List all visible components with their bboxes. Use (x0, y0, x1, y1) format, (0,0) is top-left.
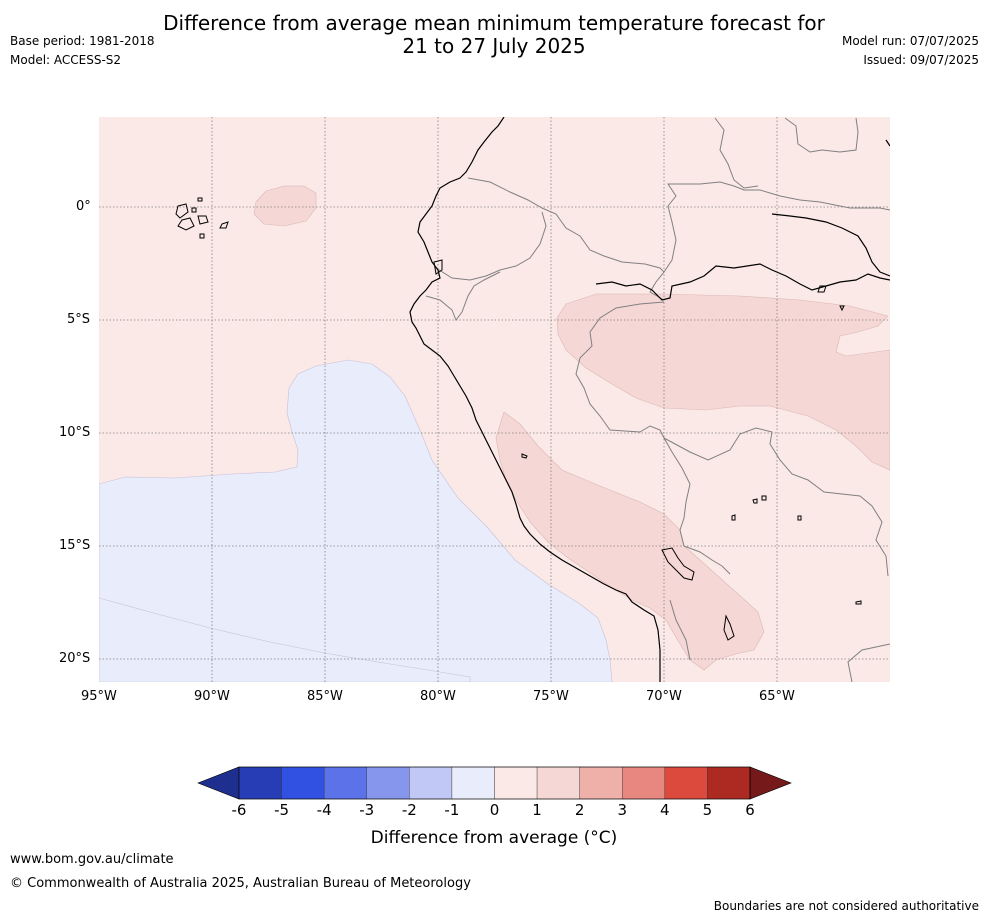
anomaly-1-to-2-patch-andes (495, 411, 765, 671)
title-line-2: 21 to 27 July 2025 (402, 34, 586, 58)
colorbar-tick-label: 6 (745, 801, 755, 819)
lon-label-70w: 70°W (646, 689, 682, 704)
colorbar-frame (238, 766, 751, 800)
meta-left: Base period: 1981-2018 Model: ACCESS-S2 (10, 32, 155, 70)
colorbar-tick-label: 2 (574, 801, 585, 819)
meta-right: Model run: 07/07/2025 Issued: 09/07/2025 (842, 32, 979, 70)
lat-label-0: 0° (76, 199, 91, 214)
colorbar-cell (409, 766, 453, 800)
footer-url: www.bom.gov.au/climate (10, 852, 174, 867)
map-title: Difference from average mean minimum tem… (0, 12, 988, 58)
colorbar-tick-label: 3 (617, 801, 628, 819)
model-run-text: Model run: 07/07/2025 (841, 34, 979, 48)
colorbar (197, 766, 792, 800)
lon-label-75w: 75°W (533, 689, 569, 704)
colorbar-cell (664, 766, 708, 800)
colorbar-cell (451, 766, 495, 800)
colorbar-tick-label: 1 (532, 801, 542, 819)
lat-label-5s: 5°S (67, 312, 91, 327)
colorbar-title: Difference from average (°C) (370, 828, 618, 848)
colorbar-tick-label: -6 (231, 801, 247, 819)
issued-text: Issued: 09/07/2025 (863, 53, 979, 67)
colorbar-tick-label: 4 (660, 801, 670, 819)
lon-label-95w: 95°W (81, 689, 117, 704)
colorbar-cell (579, 766, 623, 800)
country-borders (425, 117, 890, 682)
colorbar-cell (707, 766, 751, 800)
footer-copyright: © Commonwealth of Australia 2025, Austra… (10, 876, 471, 891)
gridlines (99, 117, 890, 682)
colorbar-cells (238, 766, 751, 800)
colorbar-extend-low (197, 766, 240, 800)
anomaly-minus1-to-0-region (99, 359, 613, 682)
lat-label-10s: 10°S (59, 425, 91, 440)
colorbar-tick-label: -2 (401, 801, 417, 819)
lat-label-20s: 20°S (59, 651, 91, 666)
coastlines (409, 117, 890, 682)
colorbar-extend-high (749, 766, 792, 800)
colorbar-tick-label: -3 (359, 801, 375, 819)
colorbar-cell (366, 766, 410, 800)
colorbar-tick-label: -1 (444, 801, 460, 819)
base-period-text: Base period: 1981-2018 (10, 34, 155, 48)
islands-and-lakes (175, 197, 862, 641)
colorbar-tick-label: -4 (316, 801, 332, 819)
colorbar-cell (281, 766, 325, 800)
colorbar-tick-label: -5 (274, 801, 290, 819)
lon-label-85w: 85°W (307, 689, 343, 704)
anomaly-1-to-2-patch-equator (253, 185, 317, 227)
lat-label-15s: 15°S (59, 538, 91, 553)
lon-label-65w: 65°W (759, 689, 795, 704)
anomaly-1-to-2-patch-amazon (556, 293, 890, 471)
colorbar-tick-label: 5 (702, 801, 713, 819)
colorbar-cell (536, 766, 580, 800)
colorbar-cell (494, 766, 538, 800)
lon-label-80w: 80°W (420, 689, 456, 704)
lon-label-90w: 90°W (194, 689, 230, 704)
model-text: Model: ACCESS-S2 (10, 53, 122, 67)
map-plot-area (99, 117, 890, 682)
title-line-1: Difference from average mean minimum tem… (163, 11, 825, 35)
colorbar-cell (238, 766, 282, 800)
colorbar-tick-label: 0 (489, 801, 500, 819)
footer-boundaries-note: Boundaries are not considered authoritat… (713, 899, 979, 913)
colorbar-cell (622, 766, 666, 800)
colorbar-cell (323, 766, 367, 800)
